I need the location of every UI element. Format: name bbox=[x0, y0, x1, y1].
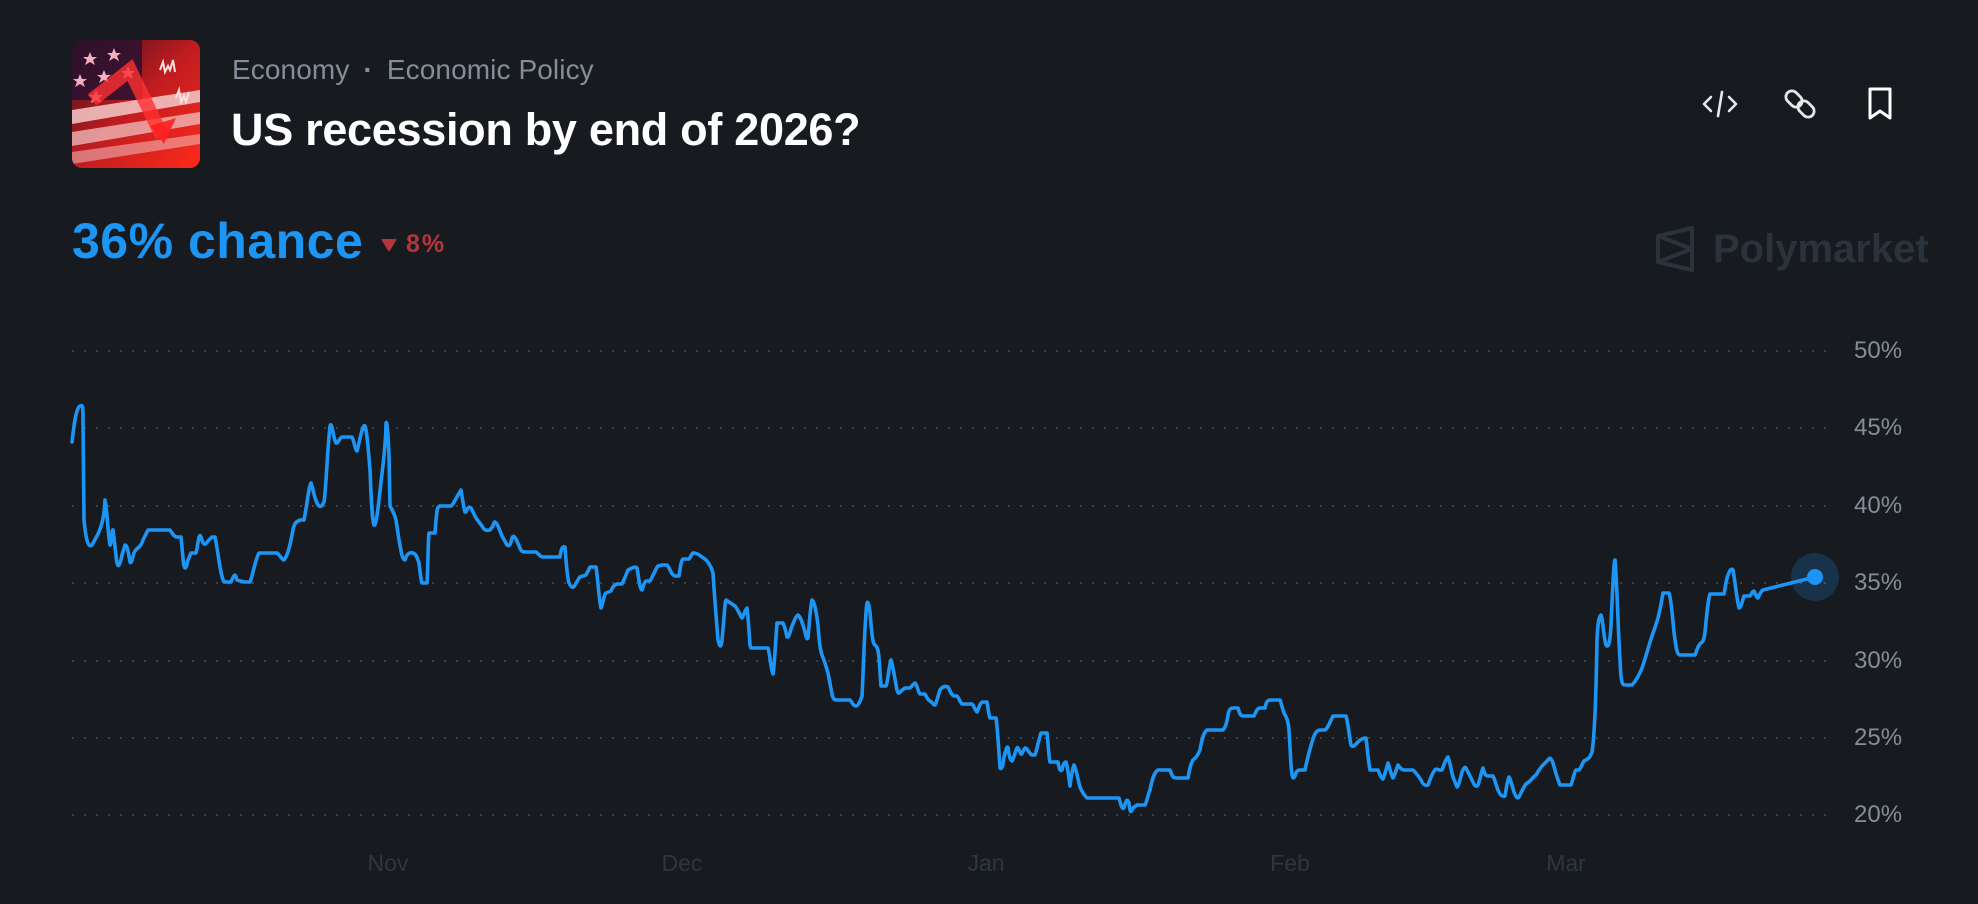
polymarket-logo-icon bbox=[1656, 226, 1694, 272]
triangle-down-icon bbox=[381, 238, 397, 251]
breadcrumb: Economy · Economic Policy bbox=[232, 54, 594, 86]
code-icon bbox=[1702, 90, 1738, 118]
y-tick-45: 45% bbox=[1854, 414, 1903, 441]
current-point[interactable] bbox=[1807, 569, 1823, 585]
change-indicator: 8% bbox=[380, 230, 446, 259]
y-tick-40: 40% bbox=[1854, 492, 1903, 519]
x-tick-nov: Nov bbox=[367, 850, 409, 876]
copy-link-button[interactable] bbox=[1780, 84, 1820, 124]
bookmark-icon bbox=[1868, 87, 1892, 120]
y-tick-35: 35% bbox=[1854, 569, 1903, 596]
link-icon bbox=[1784, 89, 1816, 119]
breadcrumb-separator: · bbox=[363, 54, 373, 85]
x-tick-jan: Jan bbox=[967, 850, 1005, 876]
breadcrumb-category[interactable]: Economy bbox=[232, 54, 350, 85]
market-thumbnail bbox=[72, 40, 200, 168]
y-tick-25: 25% bbox=[1854, 724, 1903, 751]
x-tick-dec: Dec bbox=[661, 850, 703, 876]
y-tick-20: 20% bbox=[1854, 801, 1903, 828]
price-line bbox=[70, 403, 1817, 814]
y-tick-30: 30% bbox=[1854, 647, 1903, 674]
embed-button[interactable] bbox=[1700, 84, 1740, 124]
polymarket-watermark: Polymarket bbox=[1655, 226, 1929, 272]
market-title: US recession by end of 2026? bbox=[231, 104, 861, 155]
bookmark-button[interactable] bbox=[1860, 84, 1900, 124]
watermark-label: Polymarket bbox=[1713, 226, 1929, 271]
x-tick-mar: Mar bbox=[1546, 850, 1586, 876]
chance-value: 36% chance bbox=[72, 213, 364, 269]
action-bar bbox=[1700, 84, 1940, 124]
us-flag-recession-image bbox=[72, 40, 200, 168]
x-tick-feb: Feb bbox=[1270, 850, 1310, 876]
change-value: 8% bbox=[406, 230, 447, 258]
gridlines bbox=[72, 350, 1830, 816]
breadcrumb-subcategory[interactable]: Economic Policy bbox=[386, 54, 594, 85]
y-tick-50: 50% bbox=[1854, 337, 1903, 364]
